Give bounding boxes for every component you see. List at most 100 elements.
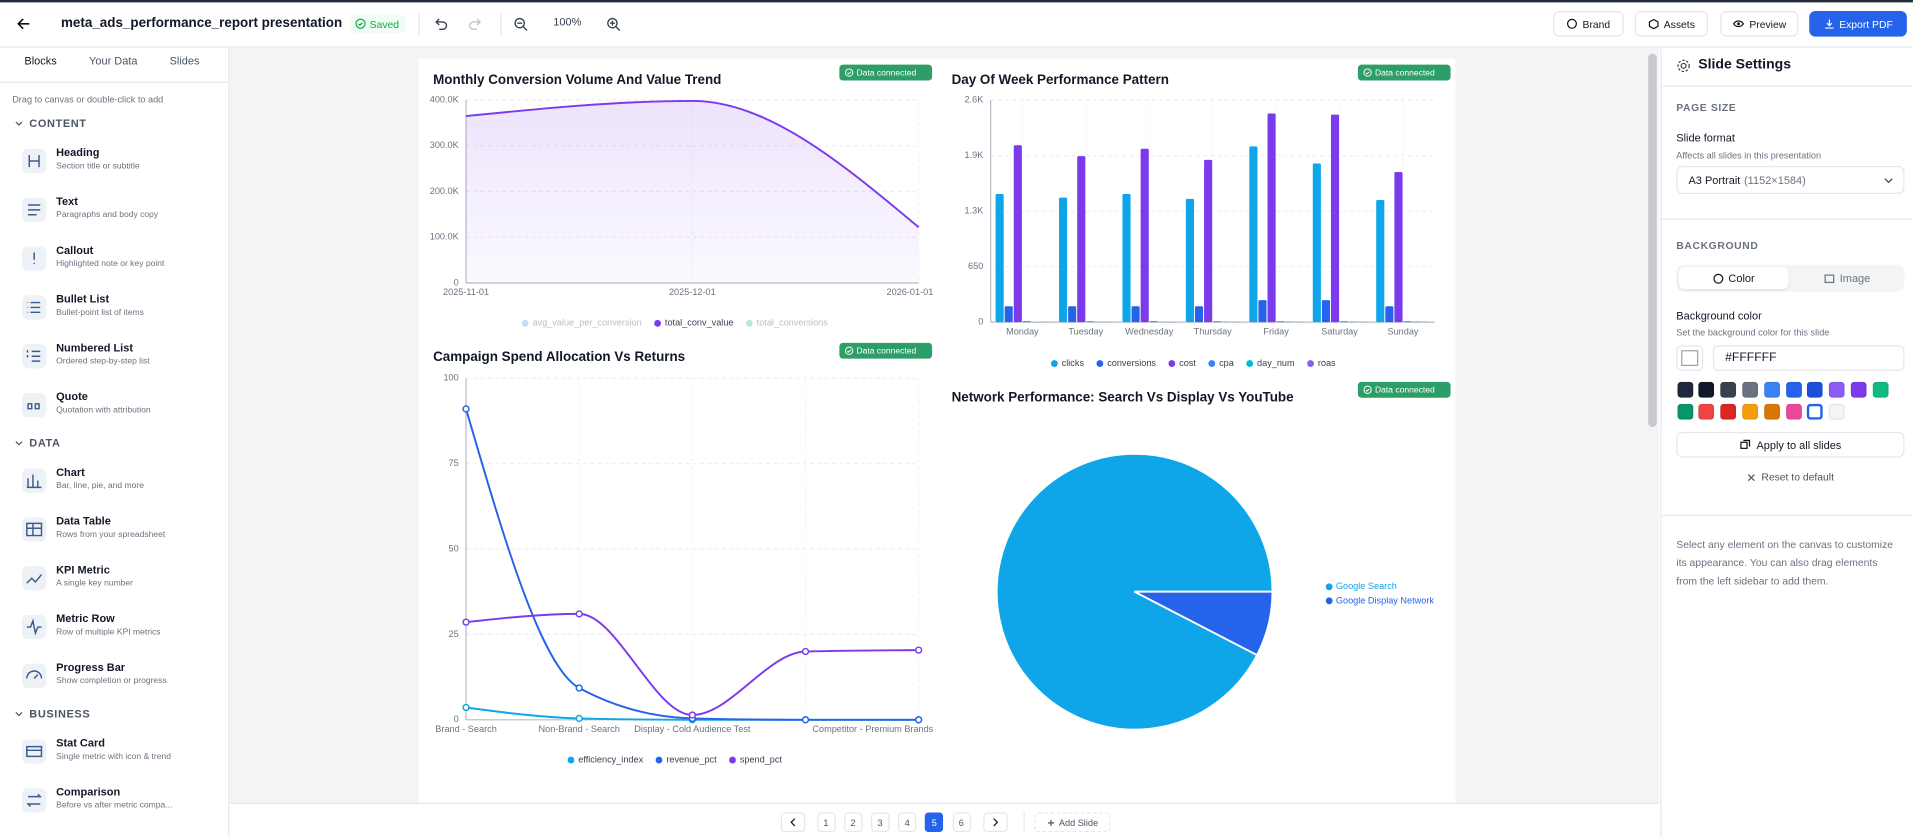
save-status-text: Saved xyxy=(369,17,400,30)
brand-button[interactable]: Brand xyxy=(1553,10,1624,37)
point xyxy=(915,716,923,724)
page-button[interactable]: 1 xyxy=(816,812,836,833)
color-swatch[interactable] xyxy=(1763,403,1780,420)
color-swatch[interactable] xyxy=(1763,381,1780,398)
section-header[interactable]: CONTENT xyxy=(15,117,87,129)
color-swatch[interactable] xyxy=(1720,381,1737,398)
color-swatch[interactable] xyxy=(1742,381,1758,398)
page-button[interactable]: 4 xyxy=(898,812,917,833)
block-item[interactable]: Comparison Before vs after metric compa..… xyxy=(12,778,219,822)
redo-button[interactable] xyxy=(468,17,483,32)
color-preview[interactable] xyxy=(1676,345,1704,371)
bar xyxy=(1349,321,1358,323)
line xyxy=(465,99,920,228)
divider xyxy=(1023,812,1025,833)
block-description: Rows from your spreadsheet xyxy=(56,530,166,540)
zoom-in-button[interactable] xyxy=(606,17,621,32)
block-icon xyxy=(21,788,47,813)
color-input[interactable]: #FFFFFF xyxy=(1712,345,1905,371)
y-tick-label: 1.9K xyxy=(965,150,984,160)
block-item[interactable]: Progress Bar Show completion or progress xyxy=(12,654,219,698)
sidebar-tab[interactable]: Slides xyxy=(169,54,200,68)
color-swatch[interactable] xyxy=(1785,403,1802,420)
point xyxy=(688,711,697,719)
block-item[interactable]: Chart Bar, line, pie, and more xyxy=(12,459,219,503)
color-swatch[interactable] xyxy=(1676,403,1693,420)
page-button[interactable]: 5 xyxy=(925,812,944,833)
bar xyxy=(1013,145,1022,323)
section-header[interactable]: BUSINESS xyxy=(15,708,91,720)
export-pdf-button[interactable]: Export PDF xyxy=(1809,10,1907,37)
prev-button[interactable] xyxy=(780,812,806,833)
sidebar-tab[interactable]: Your Data xyxy=(89,54,138,68)
reset-button[interactable]: Reset to default xyxy=(1676,471,1904,483)
page-button[interactable]: 6 xyxy=(952,812,971,833)
x-tick-label: Display - Cold Audience Test xyxy=(634,724,751,734)
color-swatch[interactable] xyxy=(1872,381,1889,398)
badge-icon xyxy=(844,346,854,355)
block-item[interactable]: Quote Quotation with attribution xyxy=(12,383,219,427)
color-swatch[interactable] xyxy=(1720,403,1737,420)
point xyxy=(575,684,583,692)
x-tick-label: Sunday xyxy=(1387,326,1418,336)
block-item[interactable]: KPI Metric A single key number xyxy=(12,556,219,600)
color-swatch[interactable] xyxy=(1850,381,1867,398)
block-item[interactable]: Text Paragraphs and body copy xyxy=(12,188,219,232)
bar xyxy=(1394,172,1403,323)
point xyxy=(462,703,470,712)
undo-button[interactable] xyxy=(433,17,448,32)
block-item[interactable]: Callout Highlighted note or key point xyxy=(12,237,219,281)
button-label: Brand xyxy=(1582,17,1611,30)
preview-button[interactable]: Preview xyxy=(1720,10,1799,37)
bar xyxy=(1086,321,1095,323)
color-swatch[interactable] xyxy=(1742,403,1758,420)
divider xyxy=(1661,514,1913,517)
button-label: Apply to all slides xyxy=(1756,438,1842,451)
image-tab[interactable]: Image xyxy=(1792,267,1902,289)
badge-text: Data connected xyxy=(1375,385,1435,395)
sidebar-tab[interactable]: Blocks xyxy=(24,54,57,68)
block-description: Highlighted note or key point xyxy=(56,259,165,269)
apply-all-button[interactable]: Apply to all slides xyxy=(1676,431,1905,458)
block-item[interactable]: Data Table Rows from your spreadsheet xyxy=(12,508,219,552)
page-button[interactable]: 2 xyxy=(843,812,863,833)
block-item[interactable]: Heading Section title or subtitle xyxy=(12,139,219,183)
block-item[interactable]: Stat Card Single metric with icon & trend xyxy=(12,730,219,774)
block-item[interactable]: Bullet List Bullet-point list of items xyxy=(12,285,219,329)
slide-navigation xyxy=(229,802,1660,838)
block-item[interactable]: Numbered List Ordered step-by-step list xyxy=(12,334,219,378)
page-button[interactable]: 3 xyxy=(870,812,890,833)
color-tab[interactable]: Color xyxy=(1678,267,1789,290)
color-swatch[interactable] xyxy=(1807,381,1824,398)
bar xyxy=(1258,300,1267,323)
color-swatch[interactable] xyxy=(1828,381,1845,398)
assets-button[interactable]: Assets xyxy=(1634,10,1708,37)
field-hint: Affects all slides in this presentation xyxy=(1676,150,1822,162)
legend-label: avg_value_per_conversion xyxy=(532,318,641,328)
legend-marker xyxy=(1050,360,1058,367)
block-item[interactable]: Metric Row Row of multiple KPI metrics xyxy=(12,605,219,649)
zoom-out-button[interactable] xyxy=(514,17,529,32)
scrollbar[interactable] xyxy=(1648,53,1657,428)
color-swatch[interactable] xyxy=(1807,403,1824,420)
status-badge: Data connected xyxy=(839,342,933,359)
section-header[interactable]: DATA xyxy=(15,437,61,449)
legend-marker xyxy=(521,319,529,327)
block-icon xyxy=(21,739,47,764)
legend: avg_value_per_conversion total_conv_value… xyxy=(521,318,828,328)
color-swatch[interactable] xyxy=(1698,381,1715,398)
y-tick-label: 1.3K xyxy=(965,205,984,215)
legend-marker xyxy=(1307,360,1314,367)
color-swatch[interactable] xyxy=(1698,403,1715,420)
color-swatch[interactable] xyxy=(1676,381,1693,398)
block-name: Text xyxy=(56,195,78,208)
divider xyxy=(500,13,502,36)
color-swatch[interactable] xyxy=(1828,403,1845,420)
block-description: Bullet-point list of items xyxy=(56,308,144,318)
slide-format-select[interactable]: A3 Portrait (1152×1584) xyxy=(1676,165,1905,194)
color-swatch[interactable] xyxy=(1785,381,1802,398)
x-tick-label: Wednesday xyxy=(1125,326,1174,336)
add-slide-button[interactable]: Add Slide xyxy=(1034,812,1111,833)
next-button[interactable] xyxy=(983,812,1008,833)
back-button[interactable] xyxy=(16,16,32,32)
